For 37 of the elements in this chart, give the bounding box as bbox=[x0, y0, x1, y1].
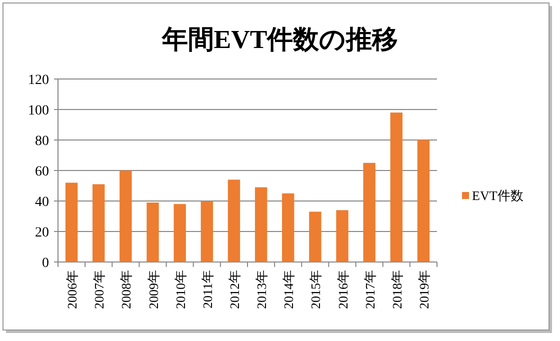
bar bbox=[120, 170, 132, 262]
bar bbox=[254, 187, 268, 262]
bar bbox=[336, 210, 348, 262]
bar bbox=[282, 193, 294, 262]
x-tick-label: 2012年 bbox=[226, 270, 242, 309]
x-tick-label: 2018年 bbox=[389, 270, 404, 309]
bar bbox=[390, 112, 402, 262]
x-tick-label: 2015年 bbox=[308, 270, 324, 309]
x-tick-label: 2007年 bbox=[92, 270, 107, 309]
y-tick-label: 60 bbox=[35, 164, 49, 180]
bar bbox=[65, 182, 78, 262]
x-tick-label: 2009年 bbox=[146, 270, 161, 309]
x-tick-label: 2016年 bbox=[335, 270, 350, 309]
bar bbox=[309, 212, 322, 262]
bar bbox=[146, 202, 159, 262]
y-tick-label: 80 bbox=[35, 134, 49, 149]
x-tick-label: 2017年 bbox=[362, 270, 378, 309]
bar bbox=[92, 184, 105, 262]
bar bbox=[174, 204, 186, 262]
y-tick-label: 120 bbox=[28, 73, 49, 88]
y-tick-label: 0 bbox=[42, 256, 49, 271]
y-tick-label: 100 bbox=[28, 104, 49, 118]
bar bbox=[417, 140, 430, 262]
x-tick-label: 2013年 bbox=[254, 270, 270, 309]
legend-label: EVT件数 bbox=[472, 188, 524, 203]
x-tick-label: 2011年 bbox=[200, 270, 215, 309]
bar bbox=[363, 162, 376, 262]
y-tick-label: 20 bbox=[35, 226, 49, 240]
bar bbox=[228, 180, 240, 262]
x-tick-label: 2010年 bbox=[172, 270, 188, 309]
bar bbox=[200, 201, 213, 262]
y-tick-label: 40 bbox=[35, 195, 49, 210]
x-tick-label: 2019年 bbox=[416, 270, 432, 309]
x-tick-label: 2006年 bbox=[64, 270, 80, 309]
x-tick-label: 2014年 bbox=[281, 270, 296, 309]
chart-title: 年間EVT件数の推移 bbox=[160, 25, 398, 54]
x-tick-label: 2008年 bbox=[118, 270, 134, 309]
